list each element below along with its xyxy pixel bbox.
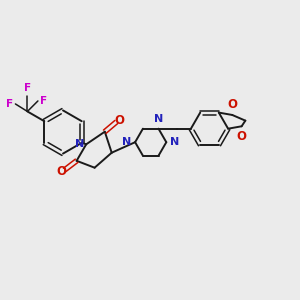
Text: F: F	[40, 96, 47, 106]
Text: O: O	[237, 130, 247, 143]
Text: F: F	[24, 83, 32, 94]
Text: N: N	[75, 139, 84, 149]
Text: N: N	[170, 137, 179, 147]
Text: O: O	[115, 114, 124, 127]
Text: N: N	[154, 115, 163, 124]
Text: N: N	[122, 137, 131, 147]
Text: O: O	[227, 98, 237, 111]
Text: O: O	[56, 165, 66, 178]
Text: F: F	[6, 99, 13, 109]
